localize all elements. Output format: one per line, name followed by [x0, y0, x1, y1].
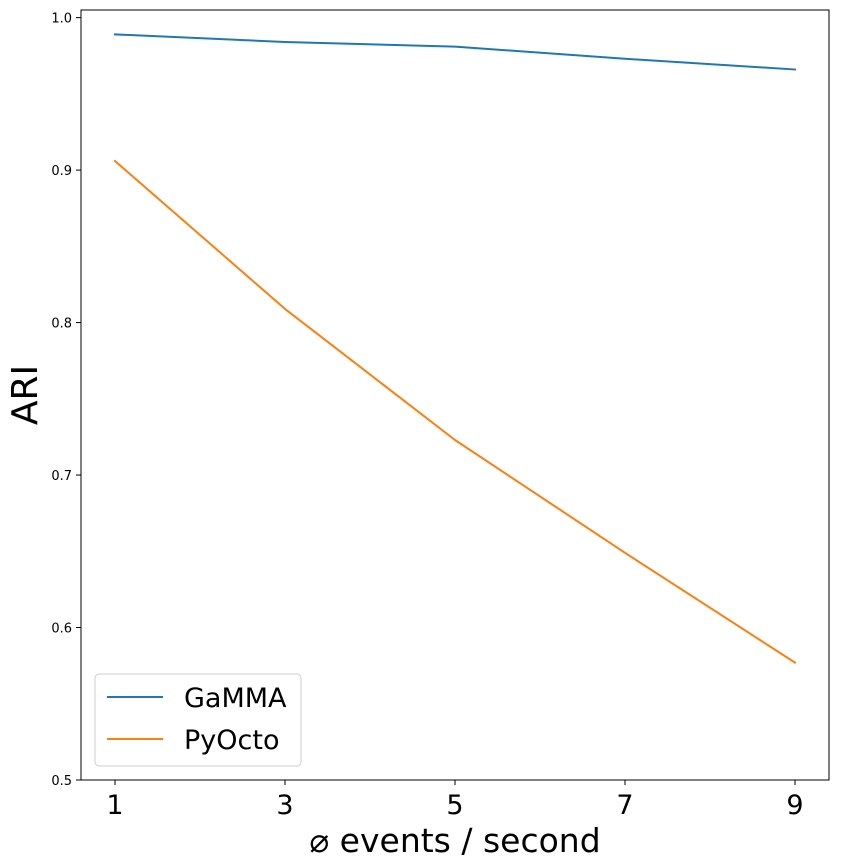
legend-label-gamma: GaMMA — [184, 683, 287, 714]
x-tick-label: 7 — [616, 790, 633, 821]
y-tick-label: 0.5 — [51, 774, 72, 789]
series-line-pyocto — [113, 159, 797, 664]
x-axis-ticks: 1 3 5 7 9 — [106, 780, 804, 821]
x-tick-label: 5 — [446, 790, 463, 821]
x-tick-label: 3 — [276, 790, 293, 821]
y-axis-ticks: 0.5 0.6 0.7 0.8 0.9 1.0 — [51, 12, 81, 789]
legend: GaMMA PyOcto — [94, 673, 302, 767]
y-tick-label: 0.6 — [51, 622, 72, 637]
x-tick-label: 1 — [106, 790, 123, 821]
y-axis-label: ARI — [5, 365, 46, 425]
legend-label-pyocto: PyOcto — [184, 725, 279, 756]
series-line-gamma — [113, 33, 797, 71]
x-axis-label: ⌀ events / second — [309, 821, 600, 860]
y-tick-label: 1.0 — [51, 12, 72, 27]
y-tick-label: 0.8 — [51, 317, 72, 332]
y-tick-label: 0.9 — [51, 164, 72, 179]
y-tick-label: 0.7 — [51, 469, 72, 484]
plot-frame — [80, 9, 830, 781]
x-tick-label: 9 — [786, 790, 803, 821]
plot-area — [113, 33, 797, 664]
